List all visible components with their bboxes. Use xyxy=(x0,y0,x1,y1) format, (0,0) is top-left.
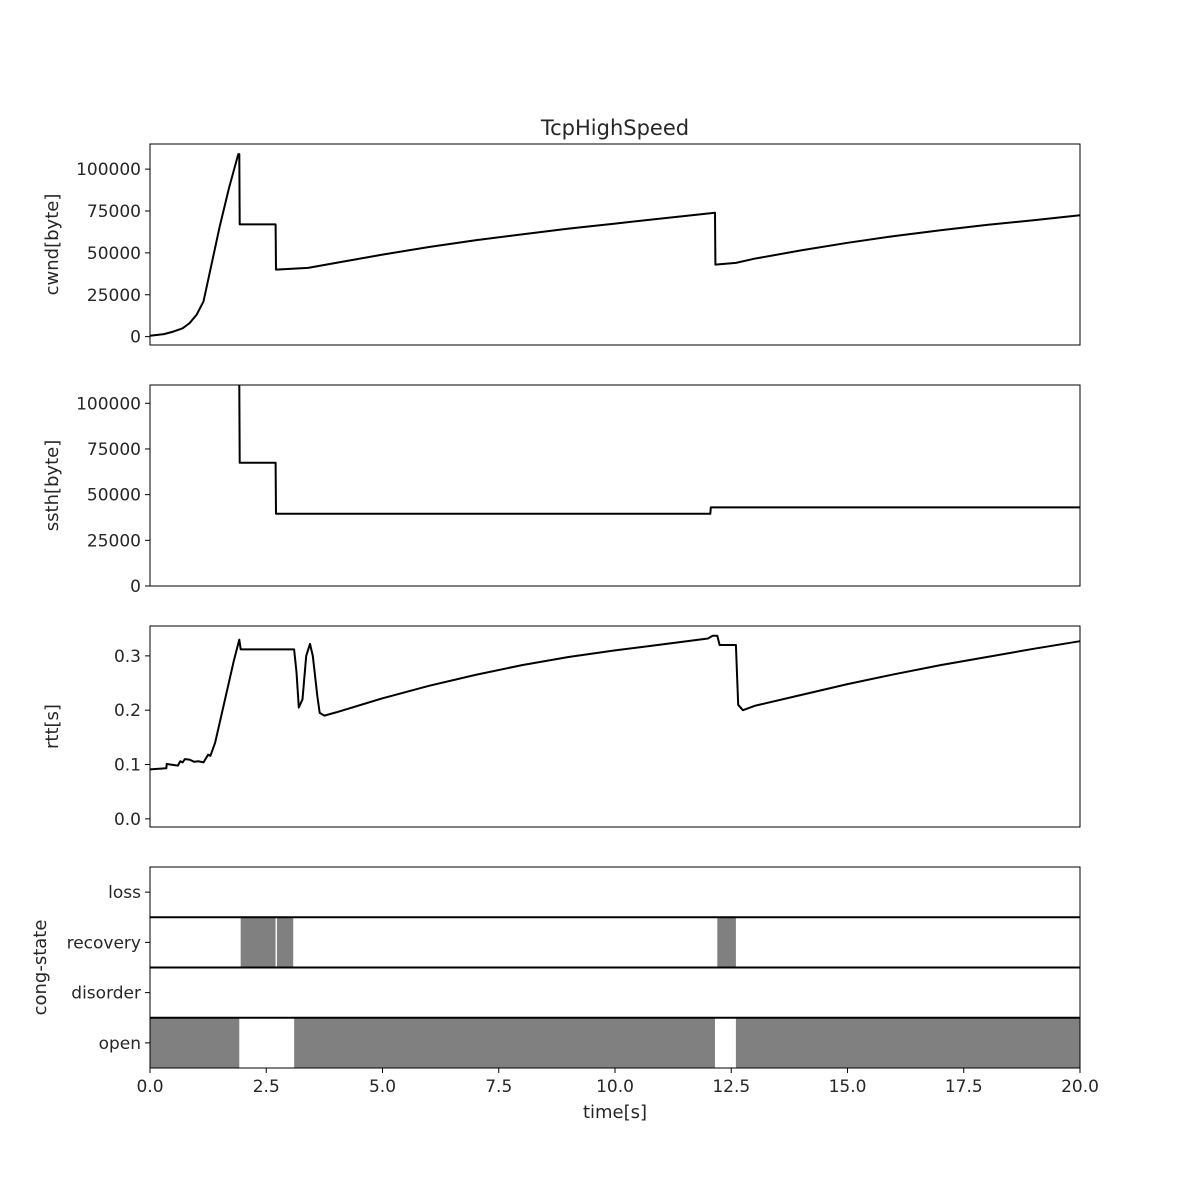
subplot-1-ytick-label-3: 75000 xyxy=(87,202,141,222)
subplot-3-ytick-label-1: 0.1 xyxy=(114,756,141,776)
xtick-label-0: 0.0 xyxy=(136,1077,163,1097)
state-span-recovery-4 xyxy=(717,917,736,968)
subplot-3-ylabel: rtt[s] xyxy=(42,704,63,749)
xtick-label-7: 17.5 xyxy=(945,1077,983,1097)
xtick-label-8: 20.0 xyxy=(1061,1077,1099,1097)
subplot-2-series-line xyxy=(238,384,1080,515)
subplot-1-ytick-label-1: 25000 xyxy=(87,286,141,306)
xtick-label-6: 15.0 xyxy=(829,1077,867,1097)
subplots-group: cwnd[byte] 0 25000 50000 75000 100000 ssth[byt… xyxy=(30,143,1099,1097)
subplot-2-ytick-label-2: 50000 xyxy=(87,486,141,506)
xtick-label-3: 7.5 xyxy=(485,1077,512,1097)
subplot-2-ytick-label-4: 100000 xyxy=(76,394,141,414)
state-label-recovery: recovery xyxy=(67,933,141,953)
subplot-3-ytick-label-2: 0.2 xyxy=(114,701,141,721)
state-span-open-3 xyxy=(294,1017,715,1068)
state-label-loss: loss xyxy=(108,883,141,903)
subplot-3-series-line xyxy=(149,634,1081,771)
subplot-1-ylabel: cwnd[byte] xyxy=(42,194,63,296)
subplot-2-ytick-label-1: 25000 xyxy=(87,531,141,551)
state-span-open-0 xyxy=(150,1017,240,1068)
xtick-label-4: 10.0 xyxy=(596,1077,634,1097)
state-span-recovery-2 xyxy=(276,917,294,968)
subplot-3-frame xyxy=(149,625,1081,828)
xtick-label-2: 5.0 xyxy=(369,1077,396,1097)
subplot-3-ytick-label-3: 0.3 xyxy=(114,647,141,667)
state-label-open: open xyxy=(99,1034,141,1054)
subplot-1-ytick-label-2: 50000 xyxy=(87,244,141,264)
xtick-label-1: 2.5 xyxy=(253,1077,280,1097)
subplot-2-frame xyxy=(149,384,1081,587)
subplot-4-ylabel: cong-state xyxy=(30,920,51,1016)
state-span-open-5 xyxy=(735,1017,1080,1068)
x-axis-label: time[s] xyxy=(583,1102,647,1123)
subplot-1-frame xyxy=(149,143,1081,346)
subplot-1-ytick-label-0: 0 xyxy=(130,328,141,348)
subplot-2-ylabel: ssth[byte] xyxy=(42,440,63,531)
subplot-2-ytick-label-3: 75000 xyxy=(87,440,141,460)
subplot-1-ytick-label-4: 100000 xyxy=(76,160,141,180)
subplot-3-ytick-label-0: 0.0 xyxy=(114,810,141,830)
subplot-1-series-line xyxy=(149,153,1081,337)
subplot-2-ytick-label-0: 0 xyxy=(130,577,141,597)
xtick-label-5: 12.5 xyxy=(712,1077,750,1097)
state-label-disorder: disorder xyxy=(71,984,141,1004)
state-span-recovery-1 xyxy=(240,917,276,968)
chart-title: TcpHighSpeed xyxy=(540,116,689,140)
